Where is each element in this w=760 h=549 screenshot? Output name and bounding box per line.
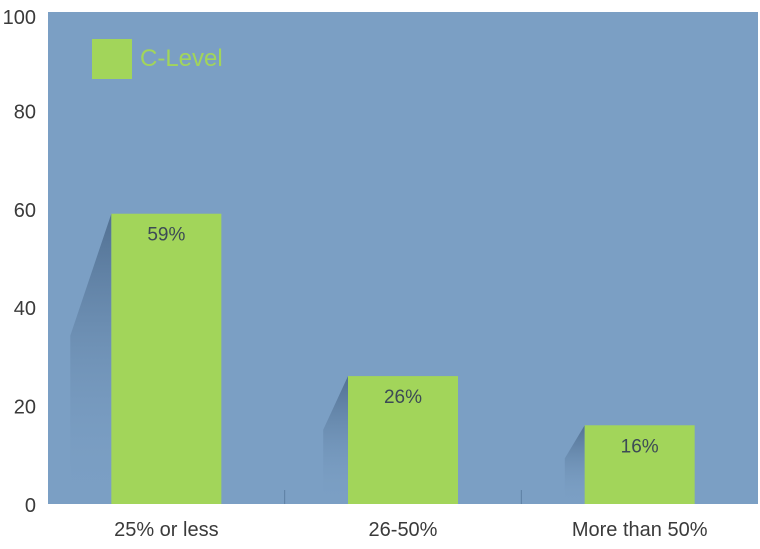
- y-tick-label: 20: [14, 397, 36, 419]
- x-tick-label: 26-50%: [369, 519, 438, 541]
- bar-value-label: 16%: [621, 436, 659, 457]
- data-labels: 59% 26% 16%: [147, 225, 658, 458]
- bars: [111, 213, 695, 504]
- x-tick-label: 25% or less: [114, 519, 219, 541]
- x-tick-label: More than 50%: [572, 519, 708, 541]
- bar-value-label: 26%: [384, 387, 422, 408]
- legend-swatch: [92, 39, 132, 79]
- x-axis: 25% or less 26-50% More than 50%: [114, 490, 708, 541]
- bar-shadow: [323, 376, 348, 504]
- bar: [111, 213, 222, 504]
- y-tick-label: 100: [3, 7, 36, 29]
- legend: C-Level: [92, 39, 223, 79]
- bar-shadow: [70, 213, 112, 504]
- bar: [348, 376, 458, 504]
- y-tick-label: 0: [25, 495, 36, 517]
- bar-shadow: [564, 425, 585, 504]
- legend-label: C-Level: [140, 45, 223, 72]
- bar-shadows: [70, 213, 585, 504]
- y-tick-label: 80: [14, 101, 36, 123]
- y-axis: 0 20 40 60 80 100: [3, 7, 36, 517]
- bar: [584, 425, 695, 504]
- bar-value-label: 59%: [147, 225, 185, 246]
- y-tick-label: 40: [14, 298, 36, 320]
- y-tick-label: 60: [14, 200, 36, 222]
